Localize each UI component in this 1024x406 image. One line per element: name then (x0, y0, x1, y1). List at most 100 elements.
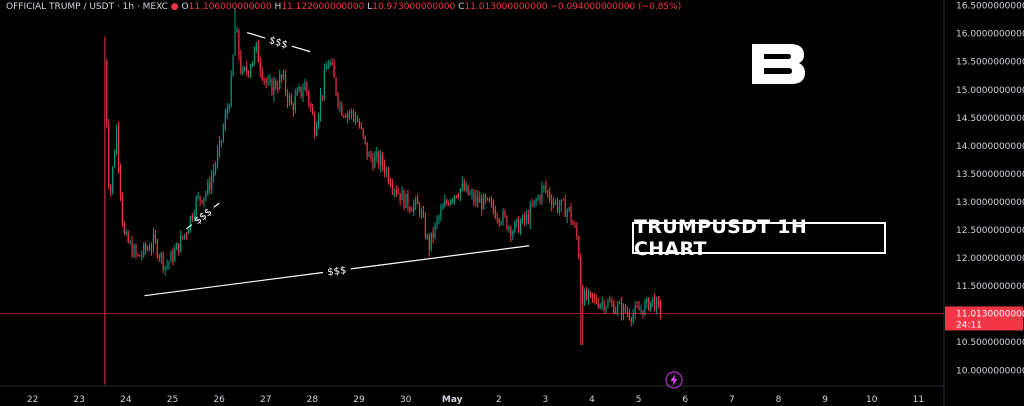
candle-body (407, 193, 409, 208)
time-tick-label: 4 (589, 395, 595, 405)
candle-body (248, 71, 250, 75)
candle-body (108, 124, 110, 186)
candle-body (475, 195, 477, 202)
price-tick-label: 11.500000000000 (956, 282, 1024, 292)
candle-body (389, 181, 392, 186)
candle-body (284, 74, 287, 93)
candle-body (207, 182, 209, 194)
candle-body (131, 241, 133, 257)
candle-body (158, 256, 160, 258)
candle-body (331, 62, 333, 65)
candle-body (652, 297, 654, 302)
candle-body (442, 206, 444, 210)
candle-body (308, 91, 310, 104)
candle-body (360, 127, 362, 129)
candle-body (288, 96, 290, 102)
candle-body (119, 166, 122, 195)
candle-body (638, 306, 640, 311)
candle-body (451, 200, 454, 202)
candle-body (345, 115, 347, 118)
candle-body (455, 195, 458, 198)
candle-body (168, 261, 170, 265)
candle-body (152, 234, 155, 248)
candle-body (347, 113, 349, 118)
candle-body (213, 170, 215, 177)
candle-body (114, 154, 116, 167)
candle-body (533, 200, 535, 206)
open-value: 11.106000000000 (188, 2, 272, 12)
candle-body (306, 82, 308, 92)
candle-body (521, 215, 524, 223)
candle-body (508, 227, 510, 230)
candle-body (160, 253, 162, 258)
candle-body (364, 135, 366, 143)
candle-body (401, 190, 403, 201)
time-tick-label: 10 (866, 395, 878, 405)
candle-body (354, 116, 357, 122)
candle-body (292, 104, 294, 111)
candle-body (251, 61, 254, 68)
candle-body (275, 80, 277, 88)
price-tick-label: 10.000000000000 (956, 366, 1024, 376)
candle-body (622, 305, 625, 316)
candle-body (281, 74, 283, 78)
candle-body (127, 232, 129, 243)
price-tick-label: 14.000000000000 (956, 142, 1024, 152)
candle-body (236, 30, 238, 33)
candle-body (125, 232, 127, 235)
candle-body (199, 196, 201, 201)
candle-body (255, 42, 257, 50)
open-key: O (181, 2, 189, 12)
candle-body (329, 62, 331, 65)
candle-body (584, 291, 586, 305)
candle-body (605, 306, 607, 311)
price-tick-label: 14.500000000000 (956, 114, 1024, 124)
candle-body (477, 195, 479, 203)
time-tick-label: 25 (167, 395, 178, 405)
candle-body (370, 153, 372, 159)
candle-body (323, 70, 325, 96)
candle-body (170, 251, 172, 262)
candle-body (609, 301, 611, 303)
high-value: 11.122000000000 (281, 2, 365, 12)
candle-body (603, 301, 605, 311)
candle-body (265, 79, 267, 84)
candle-body (145, 244, 147, 250)
candle-body (205, 193, 207, 198)
candle-body (556, 200, 559, 211)
candle-body (409, 207, 411, 211)
candle-body (112, 166, 114, 192)
trendline-label: $$$ (268, 35, 289, 51)
candle-body (535, 199, 537, 201)
candle-body (178, 243, 180, 252)
candle-body (624, 305, 627, 312)
candle-body (232, 55, 234, 76)
last-price-tag (945, 306, 1023, 331)
candle-body (450, 200, 452, 205)
candle-body (422, 211, 425, 217)
candle-body (599, 304, 601, 308)
candle-body (222, 127, 224, 141)
brand-logo-icon (752, 44, 805, 84)
candle-body (564, 199, 566, 217)
candle-body (611, 302, 613, 304)
candle-body (587, 291, 590, 300)
price-tick-label: 15.500000000000 (956, 58, 1024, 68)
candle-body (224, 113, 226, 128)
candle-body (434, 223, 436, 238)
candle-body (143, 244, 145, 256)
candle-body (529, 204, 531, 223)
candle-body (644, 303, 646, 316)
time-tick-label: 7 (729, 395, 735, 405)
candle-body (525, 214, 527, 221)
candle-body (121, 194, 123, 224)
candle-body (162, 253, 164, 270)
candle-body (430, 232, 432, 250)
candle-body (554, 200, 557, 203)
candle-body (586, 291, 588, 300)
candle-body (519, 222, 522, 233)
lightning-icon[interactable] (665, 371, 683, 389)
candle-body (446, 201, 448, 203)
candle-body (514, 222, 516, 233)
